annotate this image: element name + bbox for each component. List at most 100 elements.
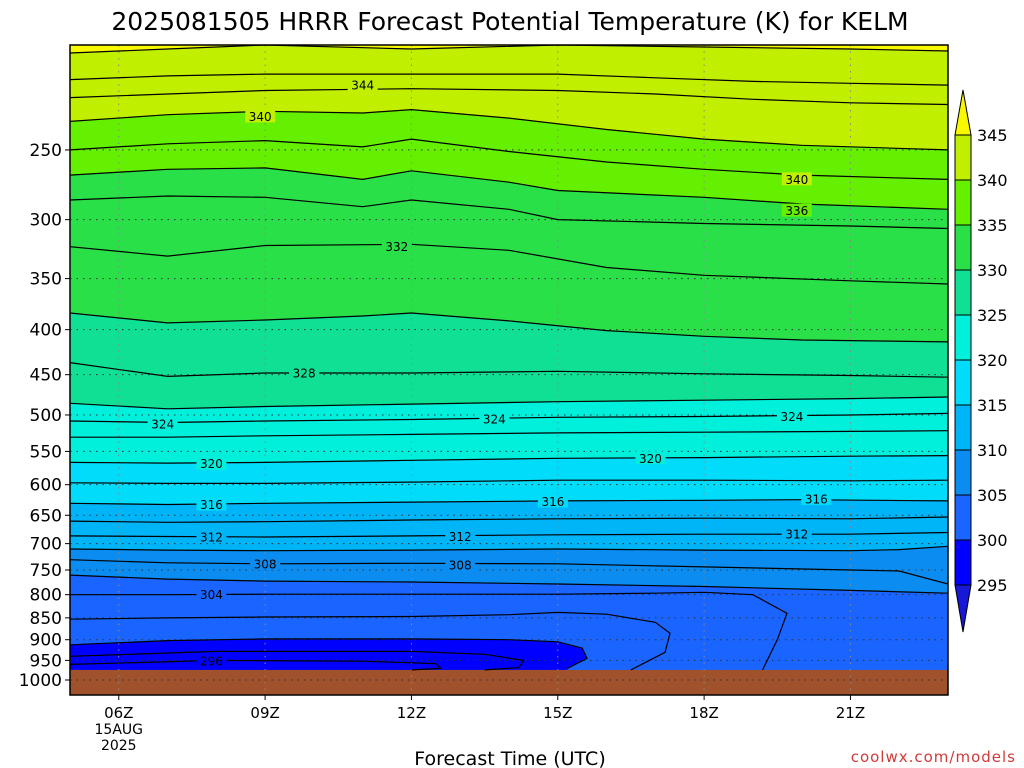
isentrope-332	[70, 243, 948, 285]
x-axis-label: Forecast Time (UTC)	[414, 748, 605, 768]
y-tick-label: 400	[30, 321, 62, 341]
contour-label-bg	[781, 172, 812, 186]
y-tick-label: 350	[30, 270, 62, 290]
fill-band-344	[70, 45, 948, 86]
colorbar-tick-label: 330	[977, 261, 1008, 280]
x-tick-label: 09Z	[250, 704, 279, 722]
isentrope-330	[70, 312, 948, 343]
contour-label: 344	[351, 79, 374, 93]
isentrope-306	[70, 574, 948, 594]
colorbar-tick-label: 315	[977, 396, 1008, 415]
contour-label-bg	[245, 109, 276, 123]
y-tick-label: 600	[30, 476, 62, 496]
contour-label-bg	[445, 529, 476, 543]
isentrope-300	[70, 638, 588, 669]
colorbar-tick-label: 295	[977, 576, 1008, 595]
contour-label-bg	[635, 451, 666, 465]
contour-label-bg	[196, 654, 227, 668]
contour-label: 340	[249, 110, 272, 124]
contour-label: 308	[449, 558, 472, 572]
contour-label-bg	[147, 417, 178, 431]
colorbar: 295 300 305 310 315 320 325 330 335 340 345	[954, 89, 1008, 633]
x-tick-label: 06Z	[104, 704, 133, 722]
contour-label: 324	[780, 410, 803, 424]
x-tick-label: 18Z	[689, 704, 718, 722]
plot-frame	[69, 44, 949, 696]
contour-label-bg	[781, 527, 812, 541]
y-tick-label: 450	[30, 366, 62, 386]
colorbar-extend-top	[954, 89, 972, 136]
contour-label: 312	[200, 531, 223, 545]
y-tick-label: 550	[30, 442, 62, 462]
y-tick-label: 950	[30, 651, 62, 671]
y-tick-label: 500	[30, 406, 62, 426]
isentrope-340	[70, 108, 948, 151]
contour-label: 324	[151, 418, 174, 432]
colorbar-swatch	[954, 269, 972, 316]
colorbar-swatch	[954, 224, 972, 271]
isentrope-314	[70, 516, 948, 523]
y-tick-label: 750	[30, 561, 62, 581]
x-tick-label: 15Z	[543, 704, 572, 722]
contour-label: 304	[200, 588, 223, 602]
pressure-axis: 2503003504004505005506006507007508008509…	[19, 141, 70, 691]
colorbar-tick-label: 320	[977, 351, 1008, 370]
contour-label: 340	[785, 173, 808, 187]
contour-label-bg	[196, 530, 227, 544]
colorbar-tick-label: 340	[977, 171, 1008, 190]
colorbar-tick-label: 345	[977, 126, 1008, 145]
isentrope-302	[70, 611, 671, 671]
isentrope-334	[70, 195, 948, 230]
colorbar-tick-label: 300	[977, 531, 1008, 550]
contour-label-bg	[196, 587, 227, 601]
contour-label-bg	[479, 411, 510, 425]
colorbar-swatch	[954, 539, 972, 586]
contour-label: 316	[200, 498, 223, 512]
colorbar-swatch	[954, 494, 972, 541]
isentrope-336	[70, 167, 948, 210]
contour-label-bg	[776, 409, 807, 423]
contour-label: 312	[785, 528, 808, 542]
y-tick-label: 650	[30, 506, 62, 526]
colorbar-tick-label: 335	[977, 216, 1008, 235]
colorbar-swatch	[954, 314, 972, 361]
isentrope-342	[70, 88, 948, 106]
isentrope-312	[70, 531, 948, 538]
y-tick-label: 700	[30, 535, 62, 555]
contour-label-bg	[196, 456, 227, 470]
x-tick-label: 12Z	[397, 704, 426, 722]
isentrope-344	[70, 73, 948, 86]
colorbar-swatch	[954, 134, 972, 181]
isentrope-304	[70, 591, 788, 671]
contour-label: 316	[805, 493, 828, 507]
y-tick-label: 850	[30, 609, 62, 629]
isentrope-346	[70, 45, 948, 54]
isentrope-296	[70, 659, 443, 671]
contour-label: 324	[483, 412, 506, 426]
x-tick-date: 15AUG	[95, 722, 144, 738]
isentrope-338	[70, 138, 948, 180]
isentrope-326	[70, 396, 948, 410]
contour-label: 308	[254, 557, 277, 571]
isentrope-316	[70, 499, 948, 506]
contour-label-bg	[347, 78, 378, 92]
ground-fill	[70, 669, 948, 695]
colorbar-extend-bottom	[954, 584, 972, 633]
terrain-fill	[70, 669, 948, 695]
contour-label: 296	[200, 655, 223, 669]
x-tick-year: 2025	[101, 738, 137, 754]
contour-label-bg	[801, 492, 832, 506]
contour-label-bg	[781, 203, 812, 217]
isentrope-310	[70, 545, 948, 552]
contour-label-bg	[381, 239, 412, 253]
contour-label-bg	[537, 494, 568, 508]
x-tick-label: 21Z	[836, 704, 865, 722]
contour-label-bg	[445, 557, 476, 571]
isentrope-322	[70, 430, 948, 438]
isentrope-contours	[70, 45, 948, 671]
contour-label-bg	[289, 365, 320, 379]
contour-label-bg	[196, 497, 227, 511]
credit-text: coolwx.com/models	[851, 748, 1016, 766]
contour-label: 320	[639, 452, 662, 466]
